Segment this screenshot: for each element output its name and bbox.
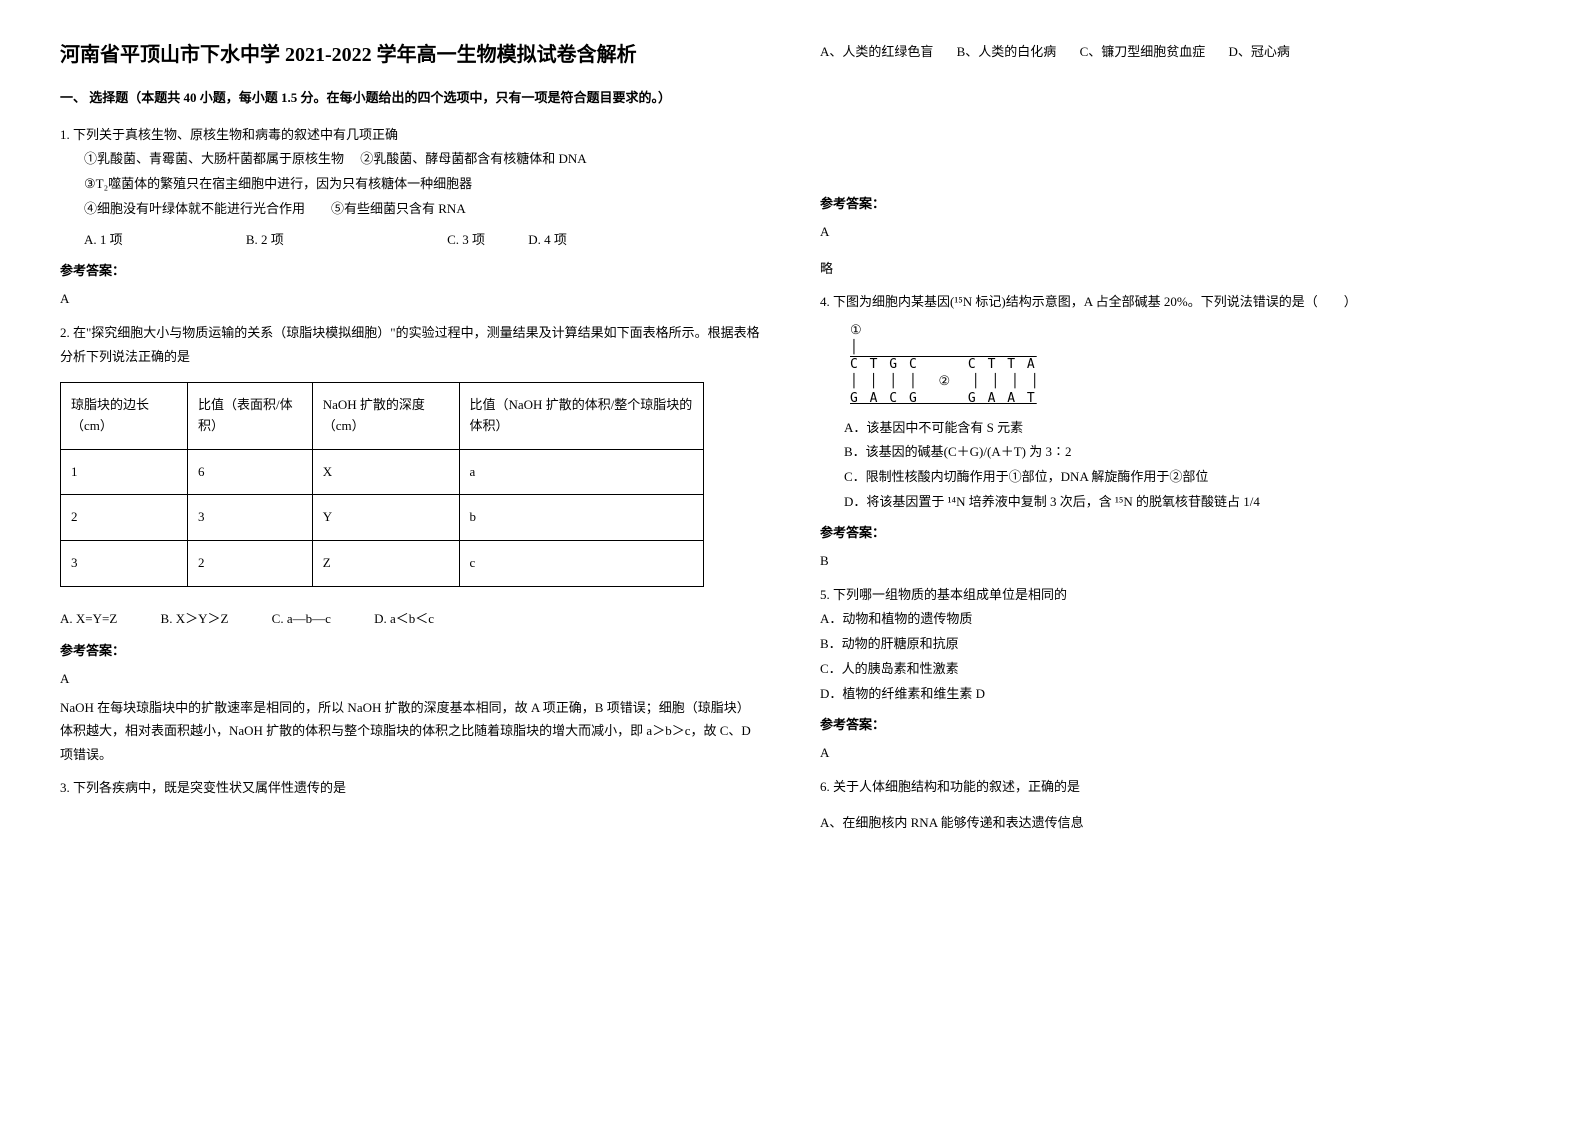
q2-choices: A. X=Y=Z B. X＞Y＞Z C. a—b—c D. a＜b＜c <box>60 607 760 632</box>
left-column: 河南省平顶山市下水中学 2021-2022 学年高一生物模拟试卷含解析 一、 选… <box>60 40 760 840</box>
q2-th-3: 比值（NaOH 扩散的体积/整个琼脂块的体积） <box>459 383 703 450</box>
spacer <box>820 125 1520 185</box>
q2-stem: 2. 在"探究细胞大小与物质运输的关系（琼脂块模拟细胞）"的实验过程中，测量结果… <box>60 321 760 370</box>
q1-choice-a: A. 1 项 <box>84 228 123 253</box>
diagram-connector: │ <box>850 340 858 355</box>
q2-choice-b: B. X＞Y＞Z <box>161 607 229 632</box>
q3-choice-d: D、冠心病 <box>1228 44 1289 59</box>
q3-stem: 3. 下列各疾病中，既是突变性状又属伴性遗传的是 <box>60 776 760 801</box>
table-row: 2 3 Y b <box>61 495 704 541</box>
q4-choice-b: B．该基因的碱基(C＋G)/(A＋T) 为 3∶2 <box>820 440 1520 465</box>
q1-opt1: ①乳酸菌、青霉菌、大肠杆菌都属于原核生物 <box>84 151 344 166</box>
q5-answer: A <box>820 741 1520 764</box>
cell: Y <box>312 495 459 541</box>
cell: 3 <box>187 495 312 541</box>
q2-answer: A <box>60 667 760 690</box>
q3-choice-c: C、镰刀型细胞贫血症 <box>1080 44 1206 59</box>
q5-choice-d: D．植物的纤维素和维生素 D <box>820 682 1520 707</box>
diagram-bonds: │ │ │ │ ② │ │ │ │ <box>850 374 1041 389</box>
q4-choice-c: C．限制性核酸内切酶作用于①部位，DNA 解旋酶作用于②部位 <box>820 465 1520 490</box>
q3-answer-label: 参考答案： <box>820 193 1520 212</box>
q3-choices: A、人类的红绿色盲 B、人类的白化病 C、镰刀型细胞贫血症 D、冠心病 <box>820 40 1520 65</box>
cell: 6 <box>187 449 312 495</box>
page-container: 河南省平顶山市下水中学 2021-2022 学年高一生物模拟试卷含解析 一、 选… <box>60 40 1527 840</box>
right-column: A、人类的红绿色盲 B、人类的白化病 C、镰刀型细胞贫血症 D、冠心病 参考答案… <box>820 40 1520 840</box>
table-row: 3 2 Z c <box>61 541 704 587</box>
q1-answer: A <box>60 287 760 310</box>
q2-table: 琼脂块的边长（cm） 比值（表面积/体积） NaOH 扩散的深度（cm） 比值（… <box>60 382 704 587</box>
q2-explanation: NaOH 在每块琼脂块中的扩散速率是相同的，所以 NaOH 扩散的深度基本相同，… <box>60 696 760 766</box>
q4-stem: 4. 下图为细胞内某基因(¹⁵N 标记)结构示意图，A 占全部碱基 20%。下列… <box>820 290 1520 315</box>
q5-answer-label: 参考答案： <box>820 714 1520 733</box>
q3-choice-b: B、人类的白化病 <box>957 44 1057 59</box>
diagram-marker-1: ① <box>850 323 862 338</box>
exam-title: 河南省平顶山市下水中学 2021-2022 学年高一生物模拟试卷含解析 <box>60 40 760 70</box>
cell: 1 <box>61 449 188 495</box>
cell: c <box>459 541 703 587</box>
cell: 3 <box>61 541 188 587</box>
q1-choice-d: D. 4 项 <box>528 228 567 253</box>
cell: b <box>459 495 703 541</box>
q6-choice-a: A、在细胞核内 RNA 能够传递和表达遗传信息 <box>820 811 1520 836</box>
question-5: 5. 下列哪一组物质的基本组成单位是相同的 A．动物和植物的遗传物质 B．动物的… <box>820 583 1520 706</box>
q2-answer-label: 参考答案： <box>60 640 760 659</box>
q6-stem: 6. 关于人体细胞结构和功能的叙述，正确的是 <box>820 775 1520 800</box>
q5-choice-b: B．动物的肝糖原和抗原 <box>820 632 1520 657</box>
q5-stem: 5. 下列哪一组物质的基本组成单位是相同的 <box>820 583 1520 608</box>
q2-choice-c: C. a—b—c <box>272 607 331 632</box>
cell: 2 <box>61 495 188 541</box>
cell: 2 <box>187 541 312 587</box>
q1-opt3: ③T₂噬菌体的繁殖只在宿主细胞中进行，因为只有核糖体一种细胞器 <box>84 176 472 191</box>
question-6: 6. 关于人体细胞结构和功能的叙述，正确的是 A、在细胞核内 RNA 能够传递和… <box>820 775 1520 836</box>
section-1-header: 一、 选择题（本题共 40 小题，每小题 1.5 分。在每小题给出的四个选项中，… <box>60 88 760 109</box>
q5-choice-c: C．人的胰岛素和性激素 <box>820 657 1520 682</box>
q4-answer-label: 参考答案： <box>820 522 1520 541</box>
q1-opt5: ⑤有些细菌只含有 RNA <box>331 201 466 216</box>
q1-choice-c: C. 3 项 <box>447 228 485 253</box>
q4-choice-d: D．将该基因置于 ¹⁴N 培养液中复制 3 次后，含 ¹⁵N 的脱氧核苷酸链占 … <box>820 490 1520 515</box>
table-header-row: 琼脂块的边长（cm） 比值（表面积/体积） NaOH 扩散的深度（cm） 比值（… <box>61 383 704 450</box>
q4-choice-a: A．该基因中不可能含有 S 元素 <box>820 416 1520 441</box>
gene-diagram: ① │ C T G C C T T A │ │ │ │ ② │ │ │ │ G … <box>850 323 1520 407</box>
diagram-top-strand: C T G C C T T A <box>850 357 1037 372</box>
question-3: 3. 下列各疾病中，既是突变性状又属伴性遗传的是 <box>60 776 760 801</box>
table-row: 1 6 X a <box>61 449 704 495</box>
q1-opt2: ②乳酸菌、酵母菌都含有核糖体和 DNA <box>360 151 586 166</box>
question-4: 4. 下图为细胞内某基因(¹⁵N 标记)结构示意图，A 占全部碱基 20%。下列… <box>820 290 1520 514</box>
cell: X <box>312 449 459 495</box>
q1-stem: 1. 下列关于真核生物、原核生物和病毒的叙述中有几项正确 <box>60 123 760 148</box>
q1-answer-label: 参考答案： <box>60 260 760 279</box>
diagram-bottom-strand: G A C G G A A T <box>850 391 1037 406</box>
q3-answer: A <box>820 220 1520 243</box>
q1-statements: ①乳酸菌、青霉菌、大肠杆菌都属于原核生物 ②乳酸菌、酵母菌都含有核糖体和 DNA… <box>60 147 760 221</box>
q5-choice-a: A．动物和植物的遗传物质 <box>820 607 1520 632</box>
q4-answer: B <box>820 549 1520 572</box>
q3-choice-a: A、人类的红绿色盲 <box>820 44 933 59</box>
cell: a <box>459 449 703 495</box>
question-1: 1. 下列关于真核生物、原核生物和病毒的叙述中有几项正确 ①乳酸菌、青霉菌、大肠… <box>60 123 760 252</box>
q2-choice-d: D. a＜b＜c <box>374 607 434 632</box>
question-2: 2. 在"探究细胞大小与物质运输的关系（琼脂块模拟细胞）"的实验过程中，测量结果… <box>60 321 760 632</box>
q1-opt4: ④细胞没有叶绿体就不能进行光合作用 <box>84 201 305 216</box>
q2-th-2: NaOH 扩散的深度（cm） <box>312 383 459 450</box>
q2-th-1: 比值（表面积/体积） <box>187 383 312 450</box>
cell: Z <box>312 541 459 587</box>
q1-choices: A. 1 项 B. 2 项 C. 3 项 D. 4 项 <box>60 228 760 253</box>
q3-extra: 略 <box>820 257 1520 280</box>
q2-th-0: 琼脂块的边长（cm） <box>61 383 188 450</box>
q1-choice-b: B. 2 项 <box>246 228 284 253</box>
q2-choice-a: A. X=Y=Z <box>60 607 117 632</box>
